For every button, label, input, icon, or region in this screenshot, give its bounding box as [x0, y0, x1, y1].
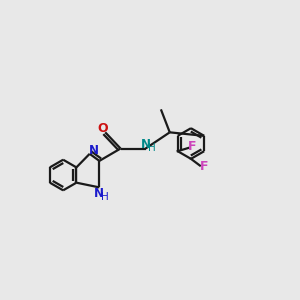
Text: N: N [89, 144, 99, 158]
Text: H: H [101, 192, 109, 202]
Text: F: F [200, 160, 208, 173]
Text: N: N [94, 188, 104, 200]
Text: O: O [98, 122, 108, 135]
Text: F: F [188, 140, 196, 153]
Text: N: N [141, 138, 151, 151]
Text: H: H [148, 143, 156, 153]
